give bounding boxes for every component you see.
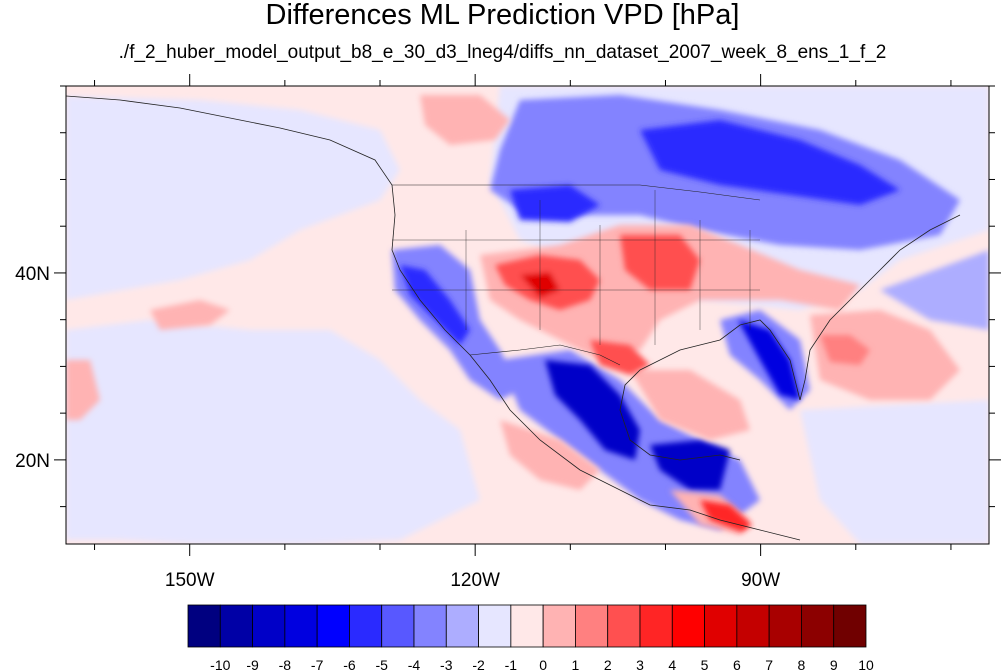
- lon-tick-label: 150W: [165, 570, 215, 591]
- colorbar-box: [445, 604, 479, 648]
- colorbar-box: [671, 604, 705, 648]
- colorbar-box: [704, 604, 738, 648]
- colorbar-label: 3: [636, 657, 644, 672]
- colorbar-label: -8: [279, 657, 292, 672]
- colorbar-box: [768, 604, 802, 648]
- colorbar-box: [639, 604, 673, 648]
- colorbar-box: [381, 604, 415, 648]
- colorbar-box: [510, 604, 544, 648]
- colorbar-box: [575, 604, 609, 648]
- colorbar-label: -6: [343, 657, 356, 672]
- colorbar-label: 5: [701, 657, 709, 672]
- lon-tick-label: 120W: [450, 570, 500, 591]
- colorbar-box: [349, 604, 383, 648]
- colorbar-label: -5: [375, 657, 388, 672]
- colorbar: -10 -9 -8 -7 -6 -5 -4 -3 -2 -1 0 1 2 3 4 5 6 7 8 9 10: [187, 604, 874, 672]
- colorbar-label: -2: [472, 657, 485, 672]
- colorbar-label: 9: [830, 657, 838, 672]
- coastlines: [66, 95, 961, 541]
- colorbar-box: [542, 604, 576, 648]
- colorbar-label: -9: [246, 657, 259, 672]
- colorbar-label: 2: [604, 657, 612, 672]
- colorbar-box: [801, 604, 835, 648]
- colorbar-label: 7: [765, 657, 773, 672]
- plot-frame: [65, 85, 990, 545]
- colorbar-label: 10: [858, 657, 874, 672]
- axis-ticks: 150W 120W 90W 40N 20N: [15, 74, 1001, 591]
- colorbar-box: [316, 604, 350, 648]
- colorbar-label: -3: [440, 657, 453, 672]
- colorbar-box: [219, 604, 253, 648]
- colorbar-box: [833, 604, 867, 648]
- colorbar-label: 8: [798, 657, 806, 672]
- colorbar-label: 0: [539, 657, 547, 672]
- colorbar-label: 1: [572, 657, 580, 672]
- colorbar-box: [252, 604, 286, 648]
- lon-tick-label: 90W: [741, 570, 780, 591]
- colorbar-label: 6: [733, 657, 741, 672]
- colorbar-label: 4: [668, 657, 676, 672]
- colorbar-box: [607, 604, 641, 648]
- lat-tick-label: 20N: [15, 451, 50, 472]
- light-red-regions: [66, 95, 960, 535]
- dark-blue-regions: [400, 120, 900, 490]
- colorbar-box: [413, 604, 447, 648]
- map-subtitle: ./f_2_huber_model_output_b8_e_30_d3_lneg…: [118, 42, 887, 63]
- map-title: Differences ML Prediction VPD [hPa]: [265, 0, 740, 31]
- colorbar-box: [478, 604, 512, 648]
- colorbar-box: [187, 604, 221, 648]
- lat-tick-label: 40N: [15, 264, 50, 285]
- colorbar-label: -7: [311, 657, 324, 672]
- colorbar-box: [284, 604, 318, 648]
- colorbar-label: -10: [210, 657, 230, 672]
- colorbar-label: -4: [408, 657, 421, 672]
- difference-field: [66, 86, 989, 544]
- colorbar-label: -1: [505, 657, 518, 672]
- colorbar-box: [736, 604, 770, 648]
